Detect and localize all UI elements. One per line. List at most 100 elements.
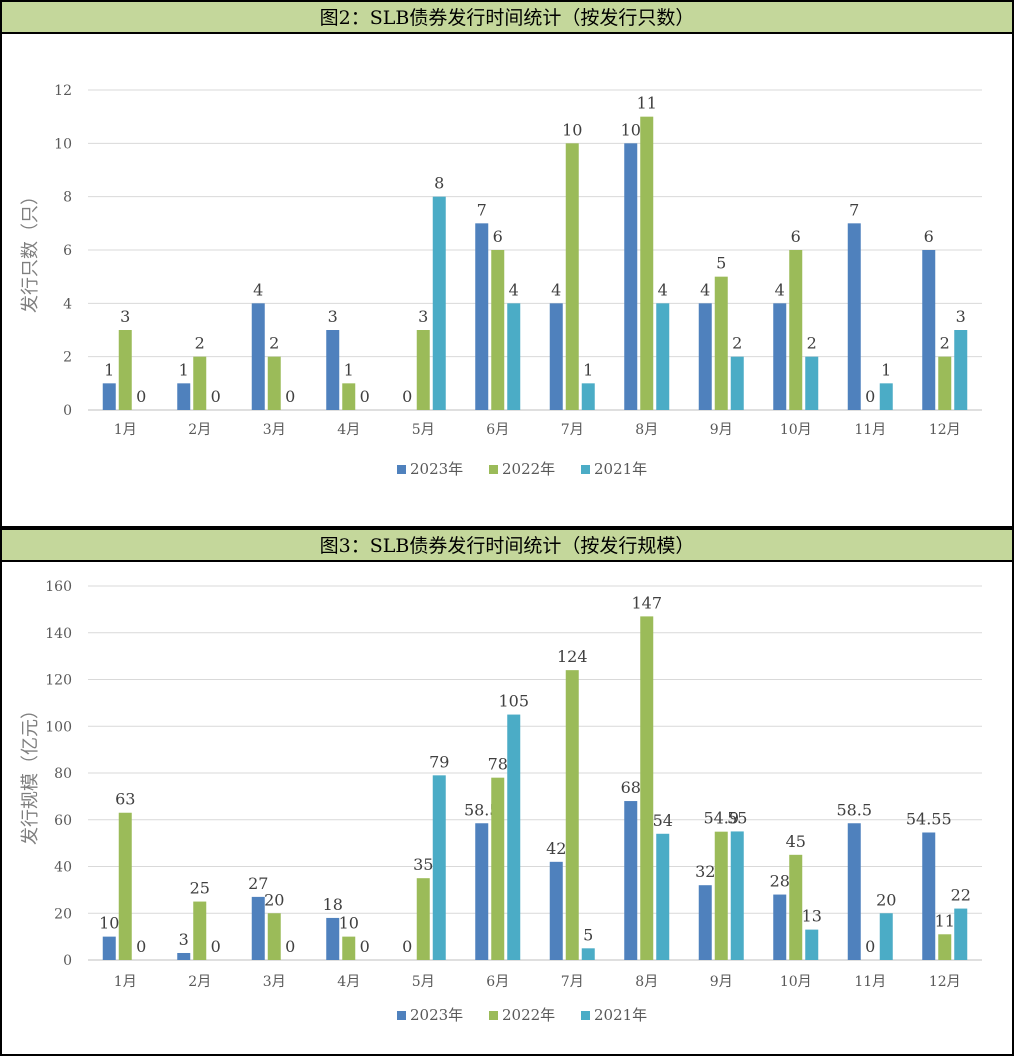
bar (879, 913, 893, 960)
bar (730, 356, 744, 410)
x-tick-label: 7月 (561, 974, 584, 990)
data-label: 0 (360, 937, 370, 956)
bar (640, 116, 654, 411)
x-tick-label: 12月 (929, 974, 961, 990)
data-label: 3 (120, 307, 130, 326)
x-tick-label: 3月 (263, 422, 286, 438)
data-label: 10 (339, 914, 359, 933)
bar-chart-scale: 020406080100120140160发行规模（亿元）106301月3250… (20, 579, 982, 1024)
y-tick-label: 0 (63, 403, 72, 419)
bar (805, 356, 819, 410)
bar (491, 777, 505, 960)
data-label: 2 (195, 334, 205, 353)
bar (326, 917, 340, 960)
data-label: 78 (488, 755, 508, 774)
data-label: 0 (285, 937, 295, 956)
data-label: 0 (360, 387, 370, 406)
bar (714, 276, 728, 410)
bar (730, 831, 744, 960)
y-tick-label: 2 (63, 350, 72, 366)
bar (938, 356, 952, 410)
bar (432, 196, 446, 410)
bar (251, 896, 265, 960)
legend-label: 2022年 (502, 1006, 555, 1024)
x-tick-label: 1月 (114, 974, 137, 990)
data-label: 0 (211, 937, 221, 956)
bar (847, 823, 861, 960)
bar (773, 894, 787, 960)
data-label: 1 (104, 360, 114, 379)
y-tick-label: 100 (45, 719, 72, 735)
legend-swatch (489, 1011, 498, 1020)
x-tick-label: 12月 (929, 422, 961, 438)
bar (491, 250, 505, 410)
bar (342, 383, 356, 410)
data-label: 35 (413, 855, 433, 874)
y-tick-label: 120 (45, 673, 72, 689)
data-label: 0 (402, 387, 412, 406)
bar (475, 823, 489, 960)
bar (938, 934, 952, 960)
bar (656, 303, 670, 410)
bar (789, 250, 803, 410)
y-tick-label: 140 (45, 626, 72, 642)
data-label: 0 (402, 937, 412, 956)
bar (342, 936, 356, 960)
y-tick-label: 60 (54, 813, 72, 829)
bar (879, 383, 893, 410)
x-tick-label: 11月 (854, 422, 886, 438)
data-label: 0 (136, 937, 146, 956)
y-tick-label: 6 (63, 243, 72, 259)
bar (507, 303, 521, 410)
bar (565, 670, 579, 960)
bar (118, 330, 132, 410)
data-label: 13 (802, 907, 822, 926)
x-tick-label: 8月 (635, 422, 658, 438)
x-tick-label: 10月 (780, 974, 812, 990)
data-label: 79 (429, 752, 449, 771)
y-tick-label: 0 (63, 953, 72, 969)
data-label: 55 (727, 808, 747, 827)
data-label: 28 (770, 872, 790, 891)
data-label: 10 (99, 914, 119, 933)
data-label: 27 (248, 874, 268, 893)
data-label: 1 (179, 360, 189, 379)
bar (549, 861, 563, 960)
legend-swatch (489, 465, 498, 474)
bar (251, 303, 265, 410)
data-label: 4 (658, 280, 668, 299)
data-label: 4 (253, 280, 263, 299)
data-label: 25 (190, 879, 210, 898)
x-tick-label: 6月 (486, 974, 509, 990)
bar (954, 908, 968, 960)
bar (789, 854, 803, 960)
bar (624, 143, 638, 410)
x-tick-label: 2月 (188, 974, 211, 990)
x-tick-label: 2月 (188, 422, 211, 438)
data-label: 0 (865, 937, 875, 956)
data-label: 54.55 (906, 809, 952, 828)
bar (475, 223, 489, 410)
data-label: 3 (179, 930, 189, 949)
data-label: 2 (940, 334, 950, 353)
x-tick-label: 4月 (337, 974, 360, 990)
y-tick-label: 8 (63, 190, 72, 206)
legend-label: 2023年 (410, 460, 463, 478)
bar (656, 833, 670, 960)
x-tick-label: 6月 (486, 422, 509, 438)
data-label: 68 (621, 778, 641, 797)
data-label: 1 (881, 360, 891, 379)
data-label: 0 (865, 387, 875, 406)
data-label: 20 (264, 890, 284, 909)
data-label: 4 (551, 280, 561, 299)
x-tick-label: 8月 (635, 974, 658, 990)
data-label: 5 (716, 254, 726, 273)
bar (102, 936, 116, 960)
bar (581, 383, 595, 410)
x-tick-label: 5月 (412, 974, 435, 990)
legend-label: 2023年 (410, 1006, 463, 1024)
data-label: 3 (418, 307, 428, 326)
y-axis-title: 发行只数（只） (20, 187, 41, 313)
data-label: 22 (951, 886, 971, 905)
data-label: 5 (583, 925, 593, 944)
